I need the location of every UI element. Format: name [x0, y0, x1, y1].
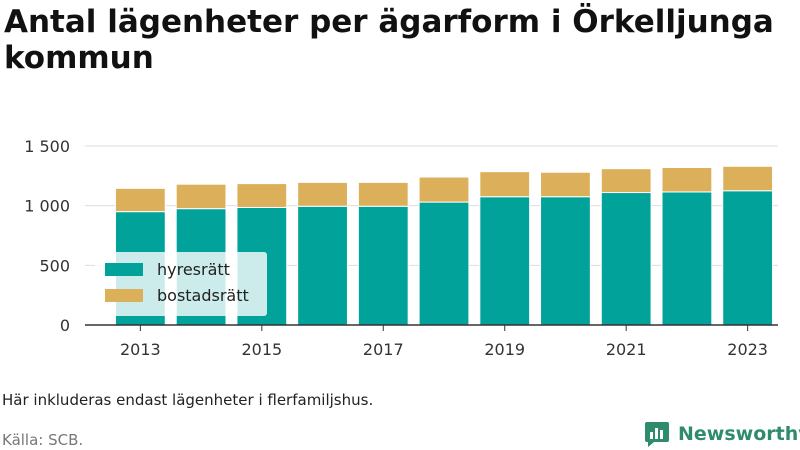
bar-hyresratt-2017 [357, 205, 409, 326]
bar-hyresratt-2021 [600, 192, 652, 326]
x-axis-ticks: 2013 2015 2017 2019 2021 2023 [120, 325, 768, 359]
legend-swatch-bostadsratt [105, 289, 143, 302]
x-tick-label: 2021 [606, 340, 647, 359]
bars [114, 165, 774, 326]
brand-logo[interactable]: Newsworthy [644, 420, 800, 448]
bar-hyresratt-2022 [661, 191, 713, 326]
bar-hyresratt-2020 [540, 196, 591, 326]
bar-bostadsratt-2020 [540, 171, 591, 198]
bar-hyresratt-2023 [722, 190, 774, 326]
bar-bostadsratt-2023 [722, 165, 774, 192]
bar-bostadsratt-2013 [114, 187, 166, 213]
y-tick-label: 500 [39, 256, 70, 275]
bar-bostadsratt-2022 [661, 166, 713, 193]
bar-bostadsratt-2019 [479, 171, 531, 198]
y-tick-label: 1 000 [24, 197, 70, 216]
bar-bostadsratt-2018 [418, 176, 470, 203]
x-tick-label: 2015 [241, 340, 282, 359]
chart-title: Antal lägenheter per ägarform i Örkellju… [4, 4, 774, 76]
y-tick-label: 0 [60, 316, 70, 335]
legend-label-bostadsratt: bostadsrätt [157, 286, 249, 305]
bar-bostadsratt-2016 [297, 181, 348, 207]
legend-item-bostadsratt: bostadsrätt [105, 286, 249, 305]
x-tick-label: 2013 [120, 340, 161, 359]
legend-label-hyresratt: hyresrätt [157, 260, 230, 279]
bar-hyresratt-2019 [479, 196, 531, 326]
x-tick-label: 2017 [363, 340, 404, 359]
chart-area: 0 500 1 000 1 500 2013 2015 2017 2019 2021 2023 [24, 137, 778, 359]
chart-source: Källa: SCB. [2, 431, 84, 449]
y-tick-label: 1 500 [24, 137, 70, 156]
legend-swatch-hyresratt [105, 263, 143, 276]
bar-bostadsratt-2014 [175, 183, 227, 210]
newsworthy-logo-icon [645, 422, 669, 447]
legend: hyresrätt bostadsrätt [95, 252, 267, 316]
brand-name: Newsworthy [678, 423, 800, 445]
bar-hyresratt-2018 [418, 201, 470, 326]
legend-item-hyresratt: hyresrätt [105, 260, 230, 279]
chart-note: Här inkluderas endast lägenheter i flerf… [2, 391, 374, 409]
x-tick-label: 2019 [484, 340, 525, 359]
bar-bostadsratt-2015 [236, 183, 288, 208]
bar-hyresratt-2016 [297, 205, 348, 326]
y-axis-ticks: 0 500 1 000 1 500 [24, 137, 70, 335]
bar-bostadsratt-2017 [357, 181, 409, 207]
x-tick-label: 2023 [727, 340, 768, 359]
bar-bostadsratt-2021 [600, 168, 652, 194]
